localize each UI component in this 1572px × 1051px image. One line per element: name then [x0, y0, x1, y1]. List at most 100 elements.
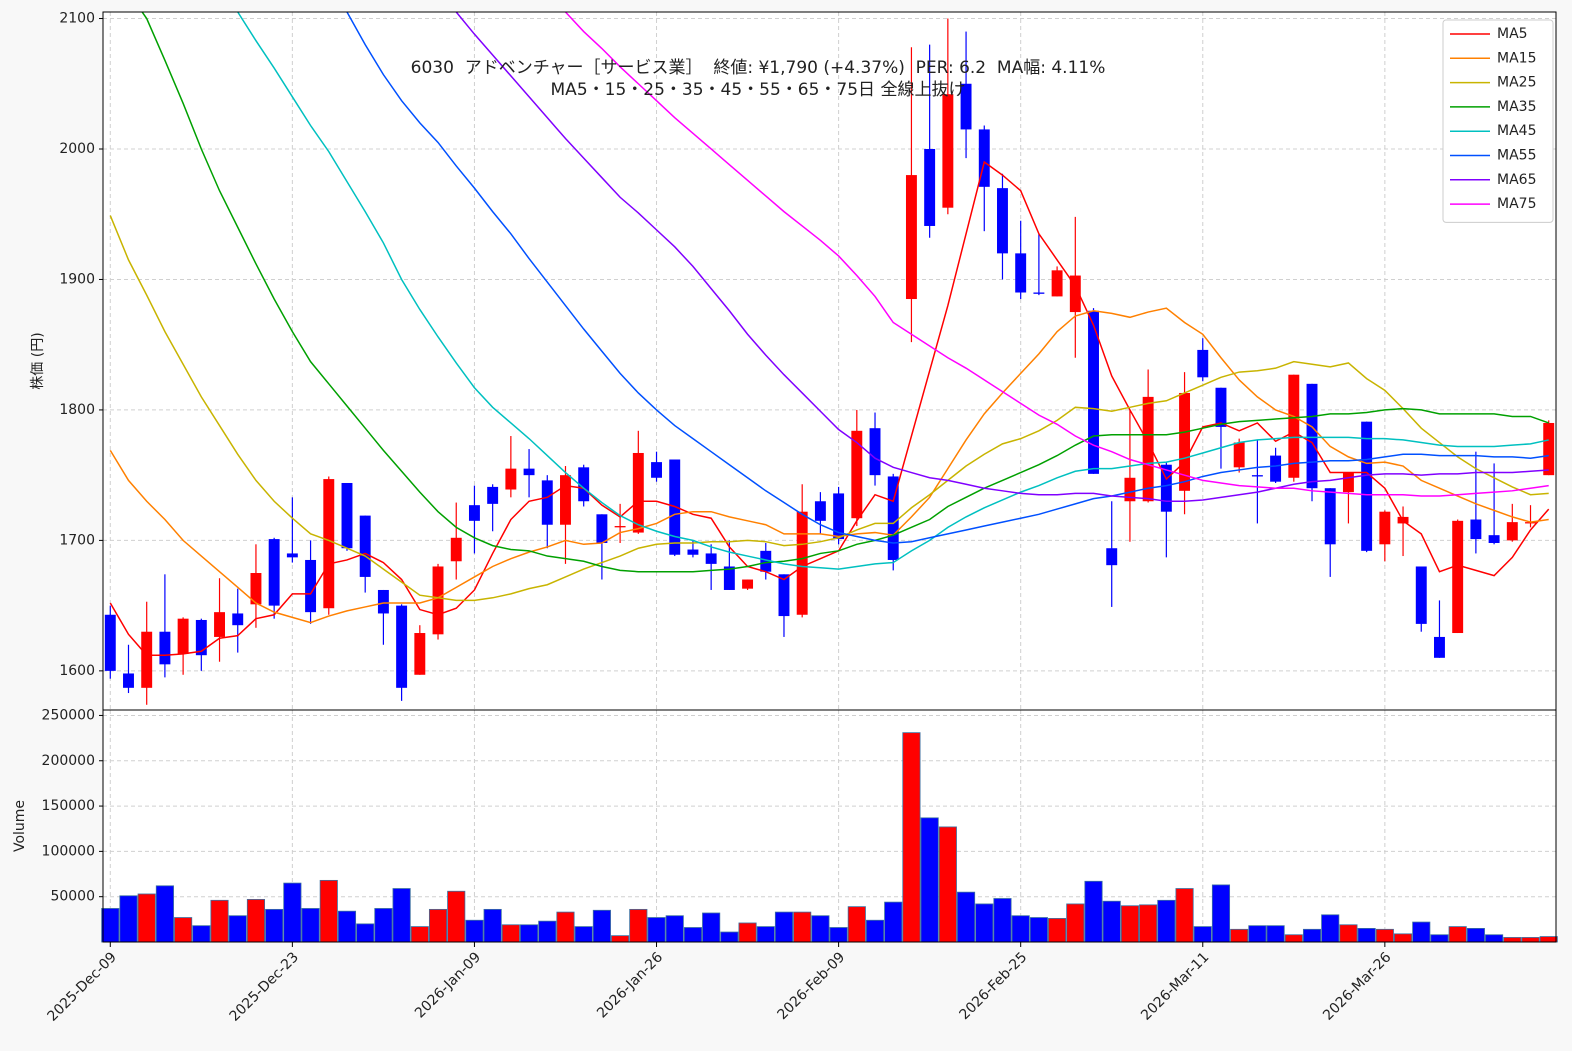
volume-bar: [1284, 934, 1303, 943]
volume-bar: [501, 924, 520, 943]
candle-body: [123, 673, 134, 688]
candle-body: [833, 493, 845, 540]
candle-body: [778, 574, 790, 617]
volume-bar: [283, 882, 302, 943]
volume-bar: [1048, 918, 1067, 943]
candle-body: [1361, 421, 1373, 551]
legend: MA5 MA15 MA25 MA35 MA45 MA55 MA65 MA75: [1442, 19, 1554, 223]
volume-bar: [1302, 928, 1322, 943]
candle-body: [760, 550, 772, 572]
ma-line: [109, 160, 1550, 656]
volume-bar: [865, 919, 885, 943]
legend-label: MA25: [1497, 75, 1536, 91]
volume-bar: [1375, 928, 1394, 943]
volume-bar: [1248, 925, 1267, 943]
candle-body: [1124, 477, 1136, 502]
candle-body: [687, 549, 699, 555]
chart-title: 6030 アドベンチャー［サービス業］ 終値: ¥1,790 (+4.37%) …: [411, 58, 1106, 78]
candle-body: [359, 515, 371, 577]
y-tick-label: 1700: [59, 532, 95, 548]
legend-box: [1442, 19, 1554, 223]
volume-bar: [920, 817, 939, 943]
volume-bar: [1011, 915, 1030, 943]
candle-body: [1142, 396, 1154, 502]
candle-body: [578, 467, 590, 502]
volume-bar: [720, 931, 739, 943]
volume-bar: [137, 893, 156, 943]
volume-bar: [592, 909, 611, 943]
y-tick-label: 200000: [42, 753, 95, 769]
candle-body: [614, 526, 626, 528]
legend-label: MA15: [1497, 50, 1536, 66]
ma-line: [141, 12, 1549, 573]
candle-body: [214, 612, 225, 637]
y-tick-label: 1900: [59, 271, 95, 287]
candle-body: [1015, 253, 1027, 293]
candle-body: [1160, 464, 1172, 512]
candle-body: [1342, 472, 1354, 493]
x-tick-label: 2026-Mar-11: [1138, 949, 1212, 1023]
y-tick-label: 250000: [42, 707, 95, 723]
volume-bar: [1466, 928, 1485, 943]
volume-bar: [1412, 921, 1431, 943]
price-plot-area: [103, 12, 1556, 710]
volume-bar: [1485, 934, 1504, 943]
volume-bar: [847, 906, 866, 943]
candle-body: [250, 573, 262, 605]
x-tick-label: 2025-Dec-09: [45, 949, 120, 1024]
candle-body: [1069, 275, 1081, 313]
volume-bar: [957, 891, 976, 943]
volume-bar: [574, 926, 593, 943]
candle-body: [1324, 488, 1336, 545]
volume-bar: [1157, 899, 1176, 943]
chart-subtitle: MA5・15・25・35・45・55・65・75日 全線上抜け: [551, 80, 966, 100]
volume-bar: [392, 888, 411, 943]
volume-bar: [829, 927, 848, 943]
candle-body: [960, 83, 972, 130]
volume-y-label: Volume: [12, 800, 28, 852]
volume-bar: [629, 908, 648, 943]
volume-plot-area: [103, 710, 1556, 942]
volume-bar: [1084, 880, 1103, 943]
volume-bar: [738, 922, 757, 943]
volume-bar: [228, 915, 247, 943]
volume-bar: [301, 908, 320, 943]
volume-bar: [975, 903, 994, 943]
candle-body: [1543, 422, 1555, 476]
x-tick-label: 2025-Dec-23: [227, 949, 302, 1024]
ma-line: [109, 307, 1549, 624]
candle-body: [1452, 520, 1464, 634]
candle-body: [796, 511, 808, 615]
volume-bar: [756, 926, 775, 943]
candle-body: [1197, 349, 1209, 378]
candle-body: [195, 619, 207, 656]
y-tick-label: 2100: [59, 11, 95, 27]
candle-body: [814, 501, 826, 521]
volume-bar: [319, 879, 338, 943]
candle-body: [432, 566, 444, 635]
candle-body: [1051, 270, 1063, 297]
legend-label: MA55: [1497, 148, 1536, 164]
volume-bar: [793, 911, 812, 943]
legend-label: MA5: [1497, 26, 1528, 42]
ma-line: [236, 12, 1549, 570]
candle-body: [468, 505, 480, 521]
candle-body: [1470, 519, 1482, 540]
y-tick-label: 2000: [59, 141, 95, 157]
volume-bar: [1394, 933, 1413, 943]
y-tick-label: 150000: [42, 798, 95, 814]
candle-body: [942, 94, 954, 208]
candle-body: [286, 553, 298, 558]
volume-bar: [192, 925, 211, 943]
candle-body: [1179, 392, 1191, 491]
candle-body: [1488, 535, 1500, 544]
volume-bar: [611, 935, 630, 943]
volume-bar: [811, 915, 830, 943]
volume-bar: [1120, 905, 1139, 943]
candle-body: [377, 589, 389, 614]
volume-bar: [465, 919, 484, 943]
candle-body: [1506, 522, 1518, 541]
y-tick-label: 1600: [59, 663, 95, 679]
x-tick-label: 2026-Feb-09: [774, 949, 848, 1023]
candle-body: [1288, 374, 1300, 478]
